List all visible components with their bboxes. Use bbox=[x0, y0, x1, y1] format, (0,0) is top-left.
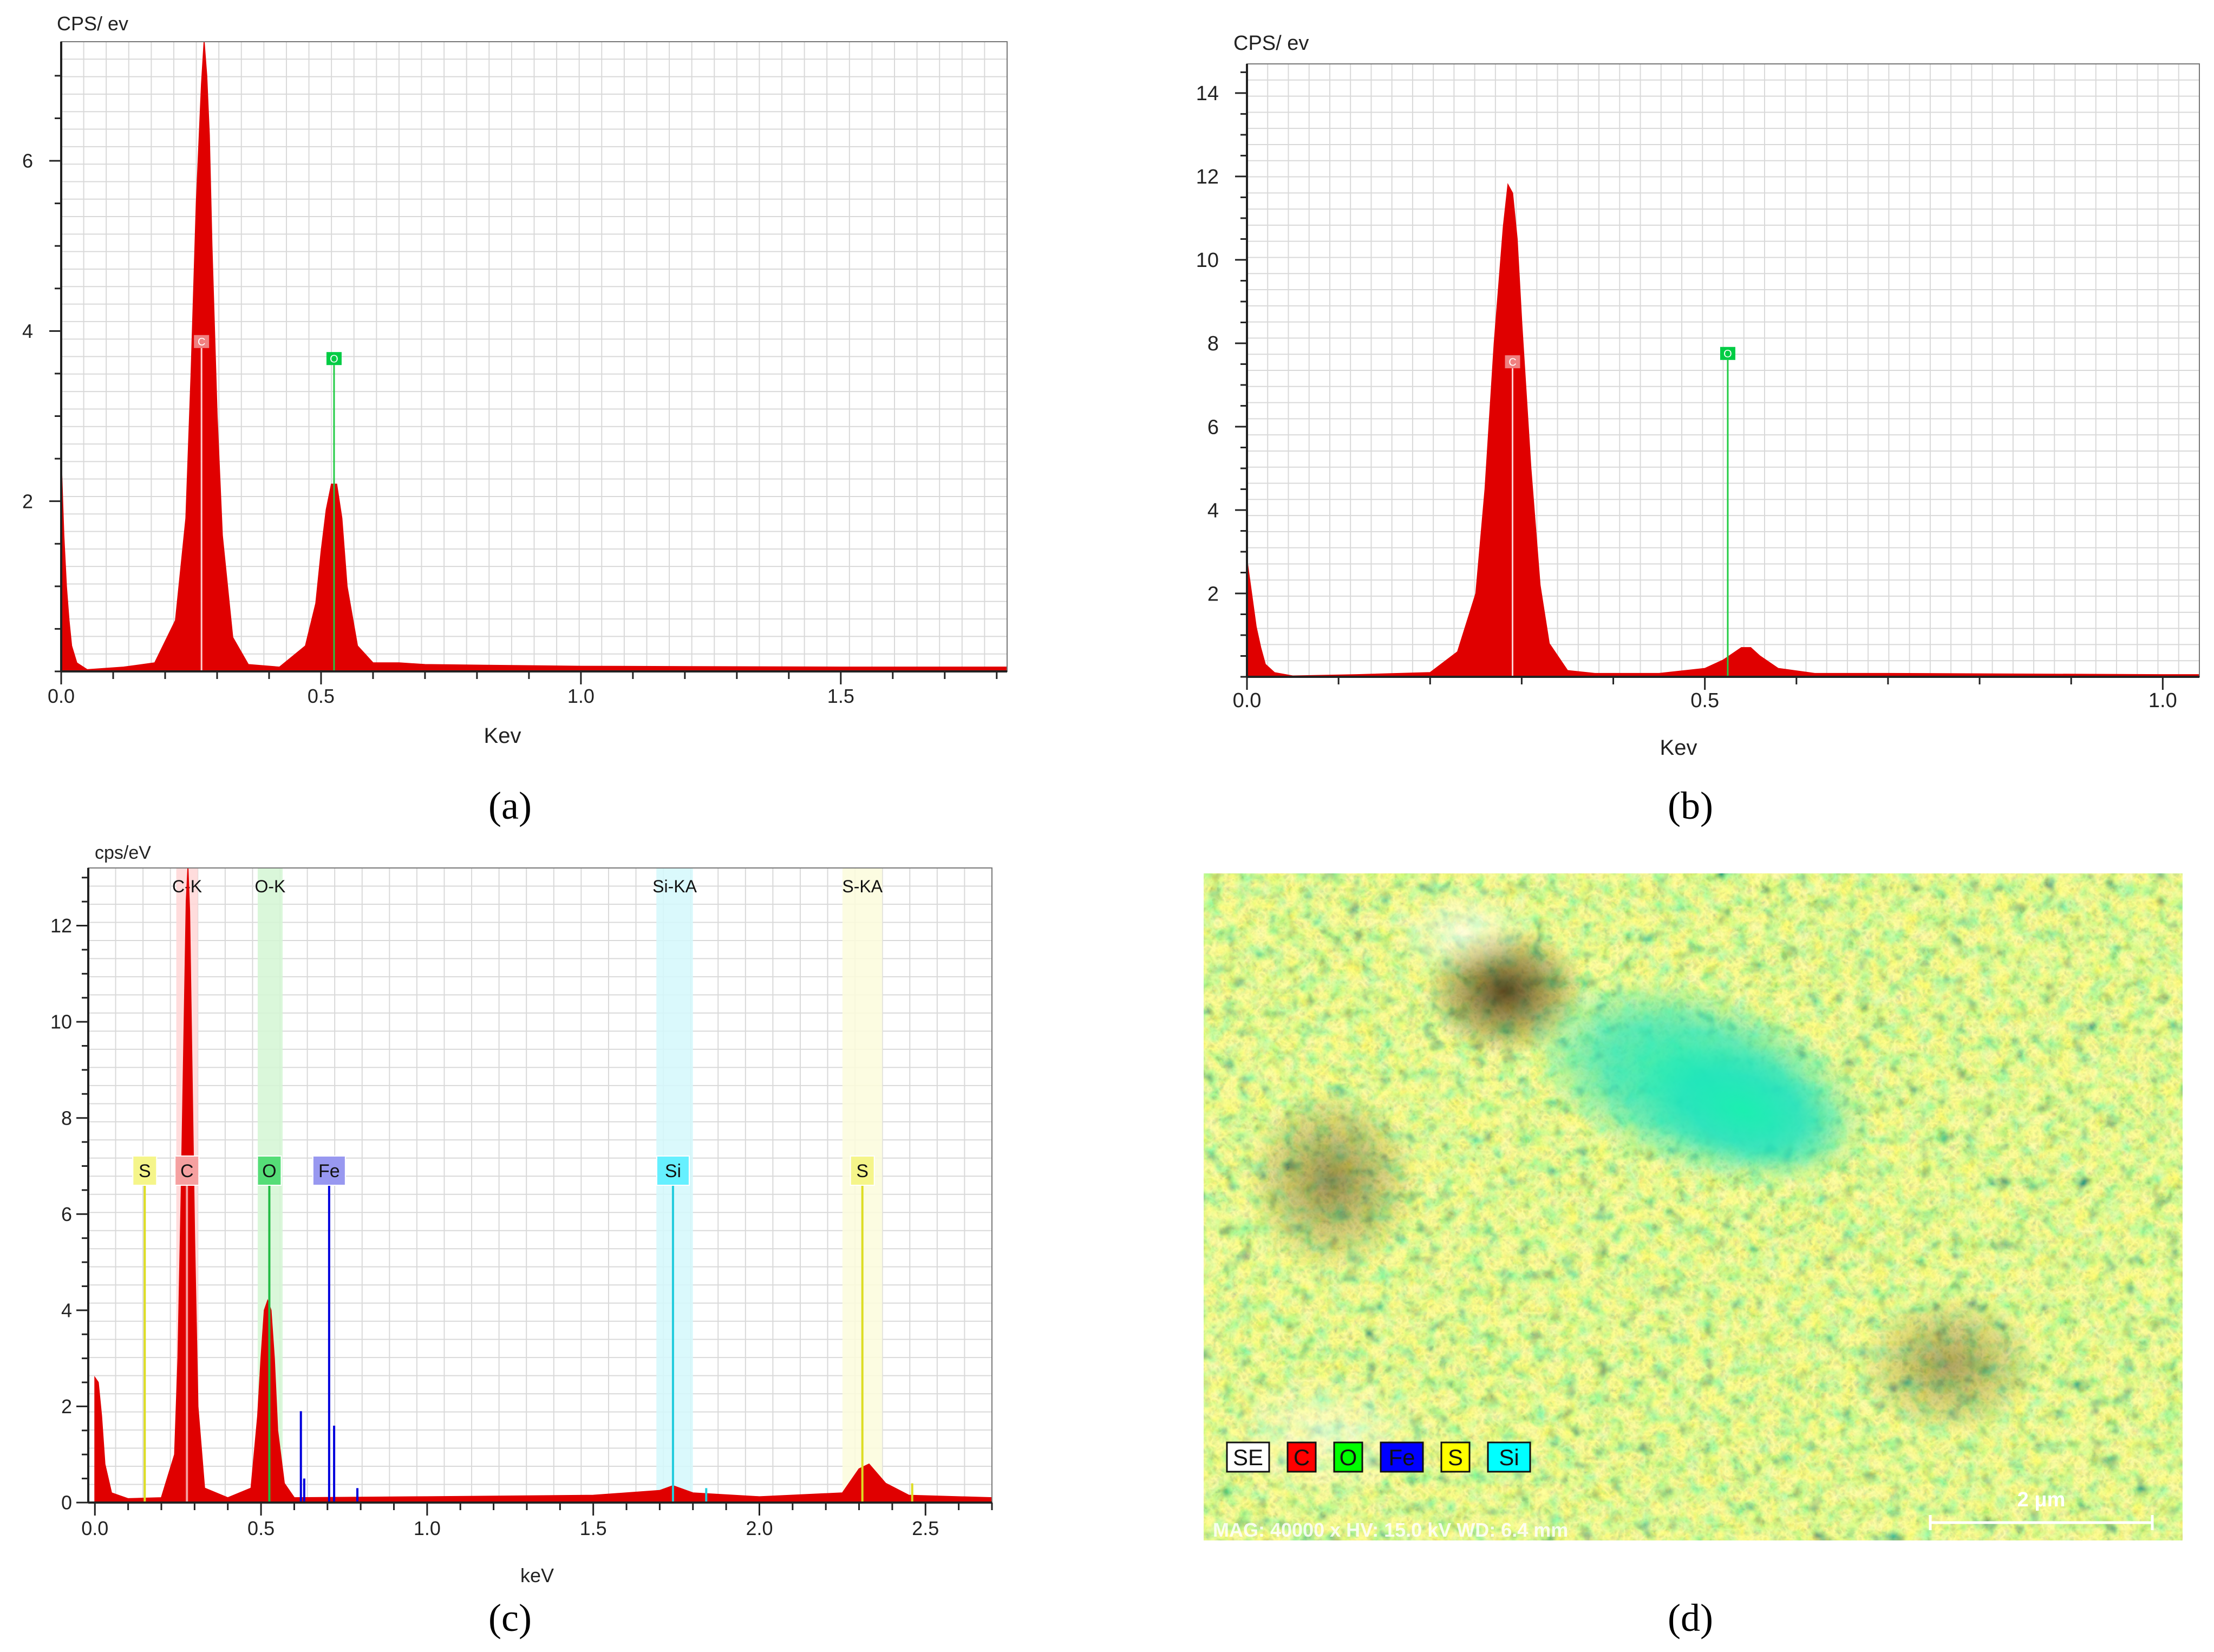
legend-swatch-s bbox=[1440, 1441, 1471, 1473]
x-tick-label: 1.5 bbox=[580, 1517, 607, 1539]
x-tick-label: 0.0 bbox=[81, 1517, 108, 1539]
marker-label-s: S bbox=[856, 1161, 868, 1181]
marker-badge-c bbox=[174, 1155, 200, 1186]
microscope-info: MAG: 40000 x HV: 15.0 kV WD: 6.4 mm bbox=[1213, 1519, 1568, 1541]
y-tick-label: 6 bbox=[1207, 416, 1219, 439]
legend-swatch-fe bbox=[1380, 1441, 1424, 1473]
marker-badge-c bbox=[194, 335, 210, 348]
y-tick-label: 8 bbox=[61, 1107, 72, 1129]
band-label: Si-KA bbox=[652, 877, 697, 896]
band-label: S-KA bbox=[842, 877, 883, 896]
marker-label-s: S bbox=[139, 1161, 151, 1181]
xlabel-c: keV bbox=[520, 1564, 554, 1586]
marker-label-o: O bbox=[330, 353, 338, 365]
marker-badge-fe bbox=[312, 1155, 346, 1186]
x-tick-label: 1.5 bbox=[827, 685, 854, 707]
x-tick-label: 0.5 bbox=[1690, 689, 1719, 712]
panel-b-chart: CPS/ ev C O 0.0 0.5 1.0 2 4 6 8 10 12 14 Kev (b) bbox=[1196, 32, 2200, 827]
ylabel-c: cps/eV bbox=[95, 843, 151, 863]
marker-badge-o bbox=[1720, 347, 1735, 360]
spectrum-area-spectrum bbox=[61, 41, 1008, 672]
legend-label-si: Si bbox=[1499, 1445, 1519, 1470]
marker-label-c: C bbox=[180, 1161, 194, 1181]
x-tick-label: 1.0 bbox=[414, 1517, 441, 1539]
xlabel-b: Kev bbox=[1660, 736, 1697, 760]
y-tick-label: 0 bbox=[61, 1492, 72, 1514]
x-tick-label: 2.5 bbox=[912, 1517, 939, 1539]
grid bbox=[61, 42, 1007, 671]
y-tick-label: 2 bbox=[61, 1395, 72, 1418]
marker-label-c: C bbox=[198, 336, 205, 348]
y-tick-label: 6 bbox=[22, 150, 33, 172]
map-legend: SE C O Fe S Si bbox=[1226, 1441, 1531, 1473]
eds-map-image bbox=[1204, 873, 2183, 1540]
caption-c: (c) bbox=[488, 1596, 532, 1640]
marker-badge-o bbox=[257, 1155, 282, 1186]
marker-badge-s bbox=[850, 1155, 875, 1186]
y-tick-label: 4 bbox=[61, 1299, 72, 1321]
x-tick-label: 0.5 bbox=[247, 1517, 275, 1539]
y-tick-label: 14 bbox=[1196, 82, 1219, 105]
legend-label-fe: Fe bbox=[1388, 1445, 1415, 1470]
marker-label-o: O bbox=[262, 1161, 276, 1181]
x-tick-label: 0.5 bbox=[308, 685, 335, 707]
caption-b: (b) bbox=[1668, 784, 1713, 827]
plot-area bbox=[88, 868, 992, 1503]
marker-label-fe: Fe bbox=[318, 1161, 340, 1181]
legend-label-s: S bbox=[1448, 1445, 1463, 1470]
x-tick-label: 1.0 bbox=[2148, 689, 2177, 712]
xlabel-a: Kev bbox=[484, 724, 521, 748]
x-tick-label: 1.0 bbox=[567, 685, 595, 707]
y-tick-label: 2 bbox=[1207, 583, 1219, 605]
caption-a: (a) bbox=[488, 784, 532, 827]
x-tick-label: 0.0 bbox=[48, 685, 75, 707]
marker-label-c: C bbox=[1508, 356, 1516, 368]
marker-badge-c bbox=[1505, 355, 1520, 369]
y-tick-label: 12 bbox=[50, 915, 72, 937]
y-tick-label: 4 bbox=[22, 320, 33, 342]
marker-badge-si bbox=[656, 1155, 690, 1186]
x-tick-label: 2.0 bbox=[746, 1517, 773, 1539]
legend-swatch-si bbox=[1487, 1441, 1531, 1473]
legend-label-se: SE bbox=[1233, 1445, 1263, 1470]
panel-a-chart: CPS/ ev C O 0.0 0.5 1.0 1.5 2 4 6 Kev (a) bbox=[22, 12, 1008, 827]
legend-swatch-o bbox=[1333, 1441, 1363, 1473]
ylabel-b: CPS/ ev bbox=[1233, 32, 1309, 55]
spectrum-area-spectrum bbox=[1246, 183, 2200, 677]
legend-label-c: C bbox=[1294, 1445, 1310, 1470]
y-tick-label: 10 bbox=[1196, 249, 1219, 272]
legend-swatch-se bbox=[1226, 1441, 1270, 1473]
marker-badge-s bbox=[132, 1155, 158, 1186]
spectrum-area-spectrum bbox=[94, 867, 992, 1503]
y-tick-label: 8 bbox=[1207, 332, 1219, 355]
band-label: O-K bbox=[255, 877, 286, 896]
y-tick-label: 2 bbox=[22, 490, 33, 512]
grid bbox=[88, 868, 992, 1503]
panel-d-map: SE C O Fe S Si 2 μm MAG: 40000 x HV: 15.0 kV … bbox=[1204, 873, 2183, 1640]
y-tick-label: 10 bbox=[50, 1011, 72, 1033]
y-tick-label: 6 bbox=[61, 1203, 72, 1225]
legend-label-o: O bbox=[1340, 1445, 1357, 1470]
y-tick-label: 12 bbox=[1196, 166, 1219, 188]
marker-label-o: O bbox=[1723, 348, 1732, 360]
x-tick-label: 0.0 bbox=[1233, 689, 1262, 712]
panel-c-chart: cps/eV C-KO-KSi-KAS-KASCOFeSiS0.00.51.01… bbox=[50, 843, 993, 1640]
y-tick-label: 4 bbox=[1207, 499, 1219, 522]
legend-swatch-c bbox=[1286, 1441, 1317, 1473]
caption-d: (d) bbox=[1668, 1596, 1713, 1640]
marker-label-si: Si bbox=[665, 1161, 681, 1181]
marker-badge-o bbox=[326, 352, 342, 365]
ylabel-a: CPS/ ev bbox=[57, 12, 128, 35]
scale-bar-label: 2 μm bbox=[2017, 1488, 2066, 1511]
